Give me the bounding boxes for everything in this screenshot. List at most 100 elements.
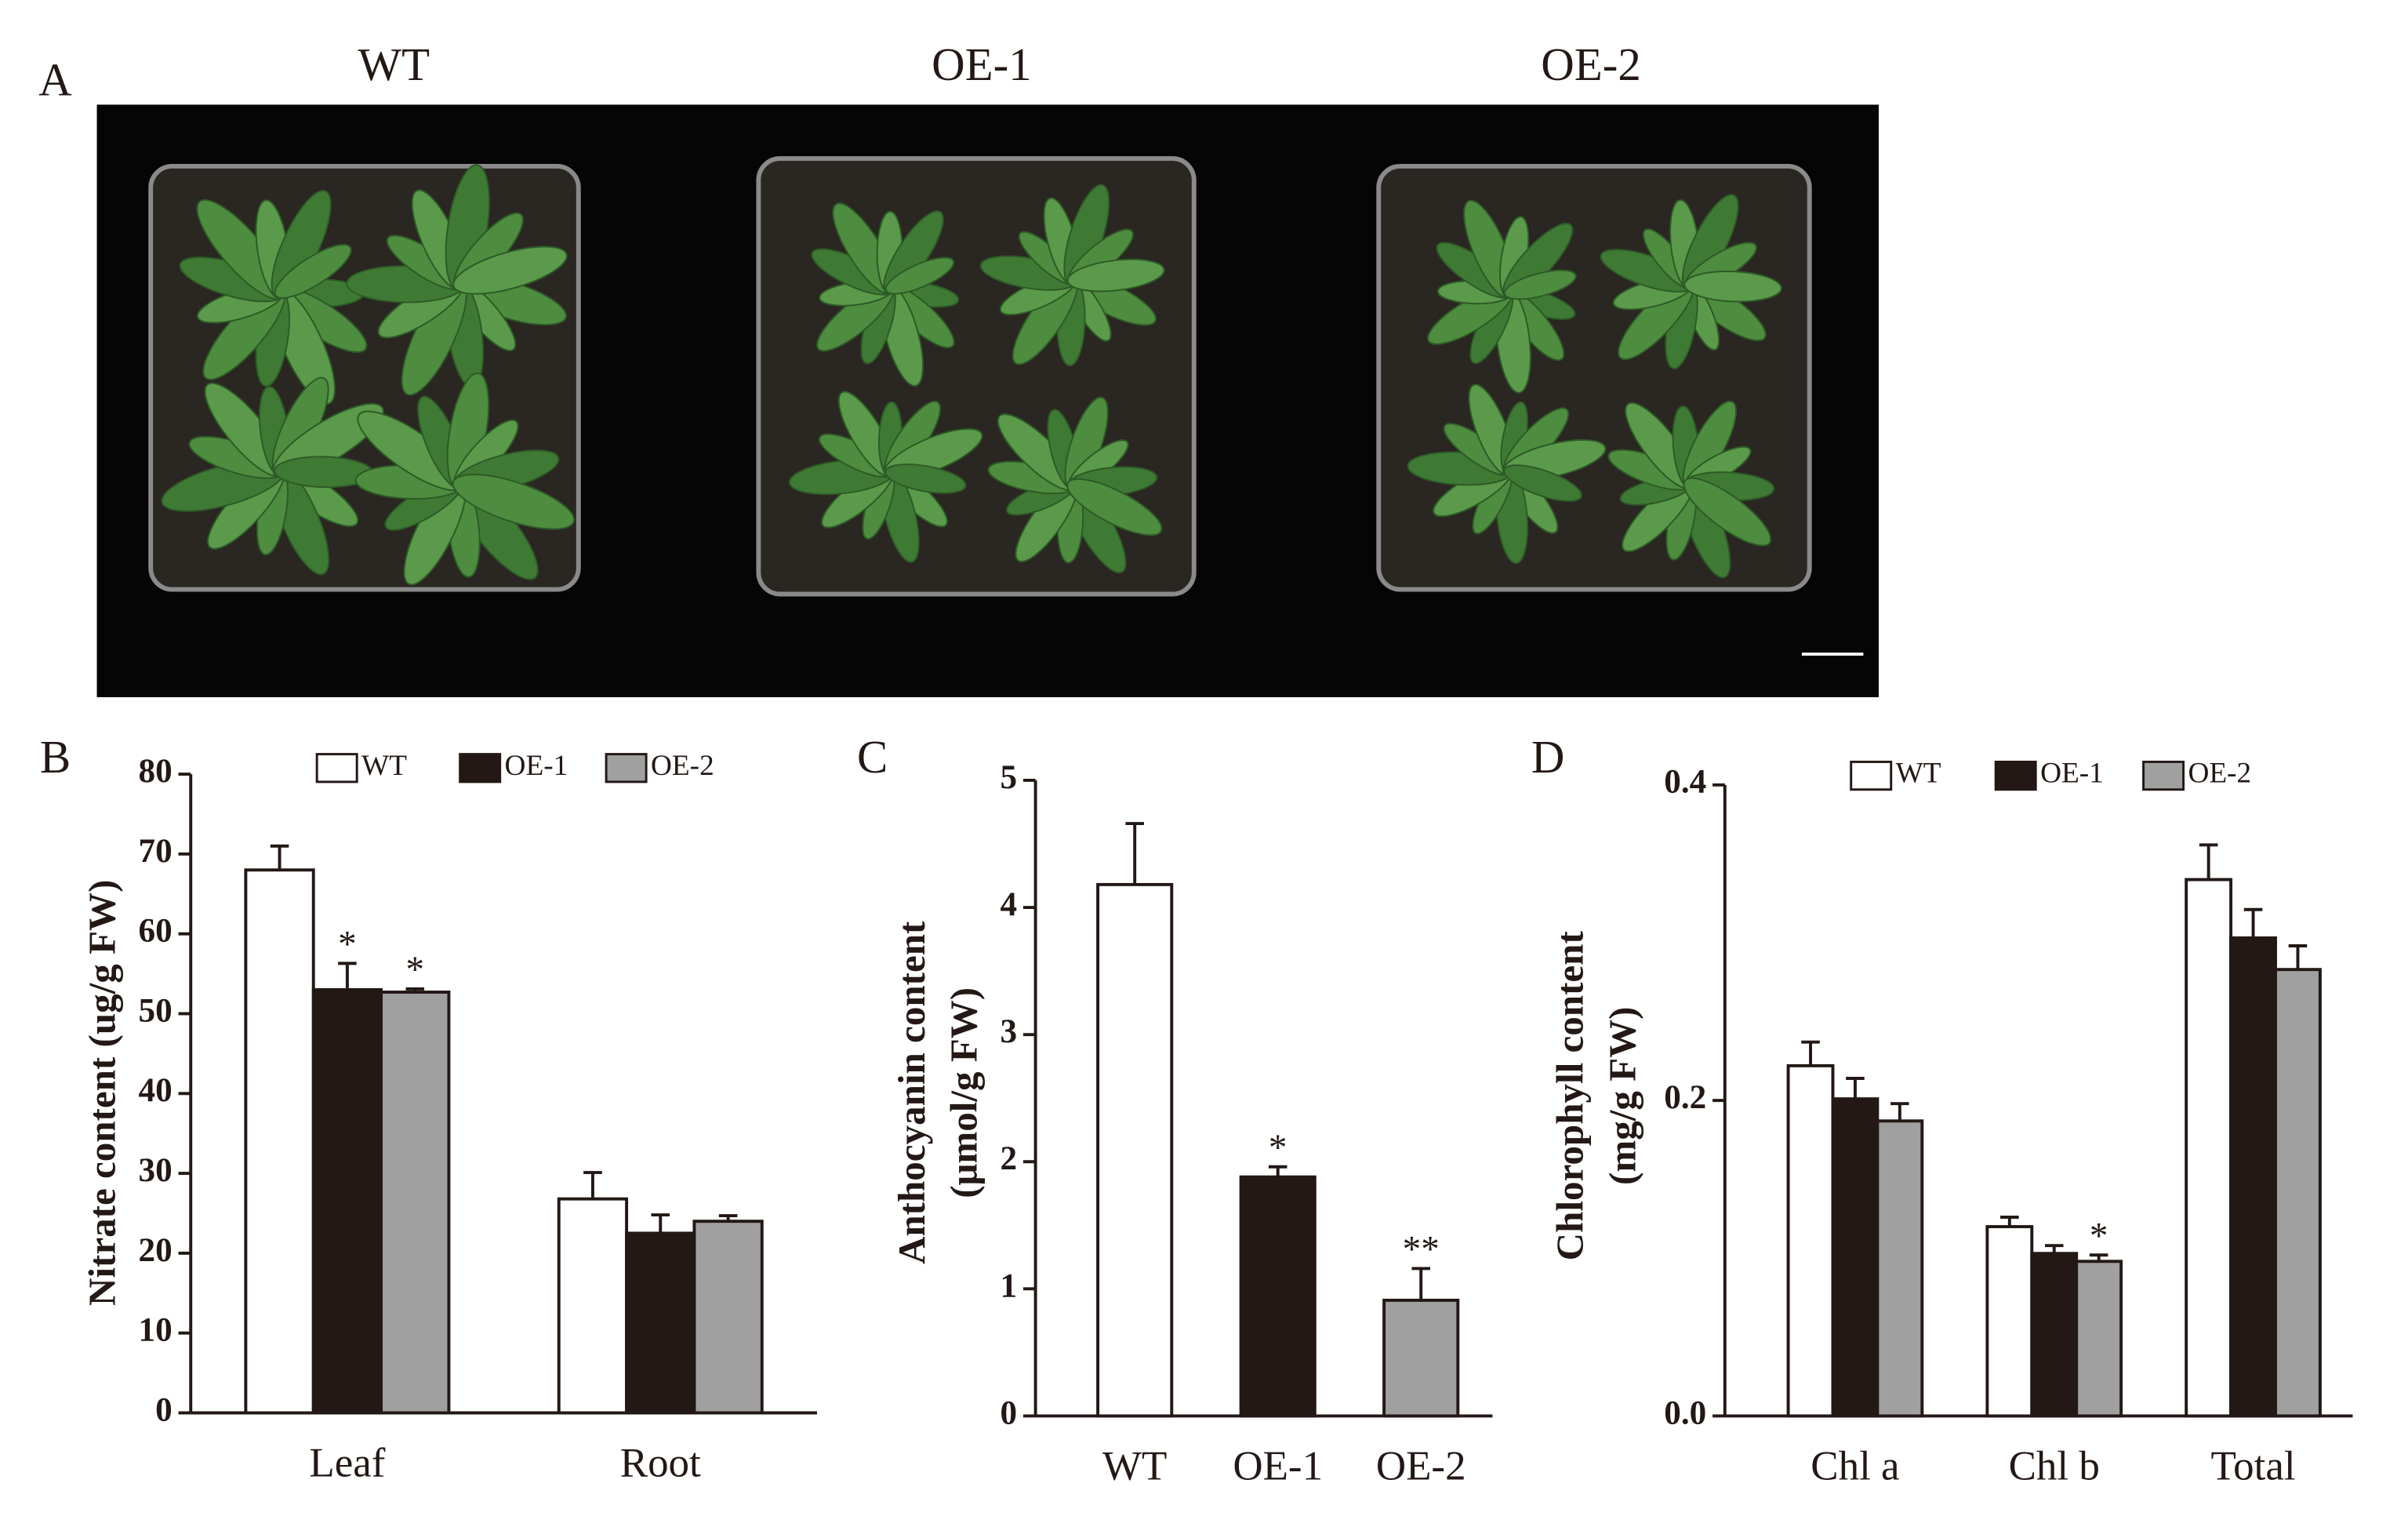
legend-label: OE-1: [505, 750, 568, 782]
legend-label: WT: [361, 750, 407, 782]
error-bar: [338, 962, 357, 990]
error-bar: [2199, 843, 2218, 880]
bar: [692, 1220, 764, 1415]
legend-swatch: [459, 753, 502, 783]
photo-label: OE-2: [1541, 39, 1640, 90]
error-bar: [2000, 1216, 2019, 1227]
significance: *: [2090, 1216, 2108, 1256]
error-bar: [2089, 1253, 2108, 1262]
x-tick-label: Chl b: [2009, 1443, 2100, 1489]
legend-swatch: [315, 753, 358, 783]
y-tick-label: 0.2: [1664, 1079, 1706, 1116]
error-bar: [1801, 1040, 1820, 1066]
leaf: [1066, 258, 1165, 293]
bar: [2274, 968, 2322, 1418]
bar: [1786, 1063, 1835, 1418]
error-bar: [1125, 822, 1144, 885]
y-tick-label: 5: [1000, 759, 1017, 796]
y-tick-label: 40: [139, 1072, 173, 1109]
leaf: [1066, 478, 1163, 536]
significance: *: [338, 925, 357, 965]
bar: [311, 988, 383, 1415]
error-bar: [270, 844, 289, 871]
error-bar: [1846, 1077, 1865, 1100]
x-tick-label: WT: [1102, 1443, 1167, 1489]
bar: [1985, 1225, 2034, 1418]
significance: *: [405, 950, 424, 991]
y-tick-label: 0: [155, 1391, 173, 1428]
error-bar: [651, 1213, 670, 1234]
legend-label: OE-1: [2040, 758, 2104, 790]
y-axis-label: Anthocyanin content: [890, 921, 933, 1264]
bar: [1382, 1298, 1460, 1418]
legend-label: OE-2: [2188, 758, 2251, 790]
x-tick-label: Leaf: [309, 1440, 385, 1485]
x-tick-label: Root: [620, 1440, 701, 1485]
error-bar: [2243, 907, 2263, 938]
y-tick-label: 0: [1000, 1394, 1017, 1431]
y-tick-label: 60: [139, 913, 173, 950]
bar: [1831, 1097, 1880, 1418]
panel-label: A: [38, 54, 72, 105]
y-tick-label: 1: [1000, 1267, 1017, 1304]
error-bar: [2044, 1244, 2064, 1254]
panel-label: C: [857, 732, 888, 783]
bar: [2229, 936, 2277, 1418]
y-tick-label: 4: [1000, 886, 1017, 923]
bar: [557, 1197, 629, 1415]
bar: [1096, 882, 1174, 1418]
y-tick-label: 3: [1000, 1013, 1017, 1050]
legend-swatch: [2142, 760, 2185, 791]
error-bar: [405, 987, 425, 993]
error-bar: [2288, 944, 2308, 970]
y-axis-label: (mg/g FW): [1600, 1007, 1643, 1185]
legend-label: OE-2: [651, 750, 714, 782]
bar: [380, 991, 451, 1415]
leaf: [1503, 464, 1582, 502]
photo-label: OE-1: [932, 39, 1032, 90]
bar: [2185, 878, 2233, 1418]
x-tick-label: Total: [2211, 1443, 2296, 1489]
y-axis-label: (μmol/g FW): [942, 987, 986, 1198]
y-tick-label: 10: [139, 1312, 173, 1349]
y-tick-label: 0.0: [1664, 1394, 1706, 1431]
bar: [2030, 1252, 2079, 1418]
y-tick-label: 2: [1000, 1140, 1017, 1177]
y-axis-label: Nitrate content (ug/g FW): [81, 880, 124, 1306]
legend-swatch: [1994, 760, 2037, 791]
x-tick-label: Chl a: [1811, 1443, 1899, 1489]
error-bar: [583, 1171, 602, 1199]
x-tick-label: OE-1: [1233, 1443, 1323, 1489]
leaf: [274, 244, 352, 299]
photo-label: WT: [358, 39, 430, 90]
x-tick-label: OE-2: [1376, 1443, 1466, 1489]
error-bar: [718, 1214, 738, 1222]
error-bar: [1890, 1102, 1909, 1122]
y-tick-label: 20: [139, 1232, 173, 1269]
bar: [1239, 1175, 1317, 1418]
leaf: [884, 464, 967, 494]
y-axis-label: Chlorophyll content: [1549, 931, 1592, 1261]
plants: [148, 156, 1812, 597]
leaf: [884, 256, 955, 295]
y-tick-label: 50: [139, 992, 173, 1029]
error-bar: [1411, 1267, 1430, 1300]
panel-label: B: [40, 732, 71, 783]
y-tick-label: 80: [139, 753, 173, 790]
panel-label: D: [1531, 732, 1565, 783]
leaf: [452, 245, 568, 295]
leaf: [1503, 269, 1577, 300]
legend-label: WT: [1896, 758, 1941, 790]
bar: [244, 868, 315, 1415]
legend-swatch: [605, 753, 648, 783]
y-tick-label: 0.4: [1664, 764, 1706, 801]
leaf: [452, 474, 576, 530]
y-tick-label: 30: [139, 1152, 173, 1189]
bar: [2075, 1260, 2123, 1418]
leaf: [1683, 271, 1782, 303]
leaf: [1683, 477, 1772, 547]
bar: [1876, 1119, 1924, 1418]
bar: [625, 1231, 696, 1415]
